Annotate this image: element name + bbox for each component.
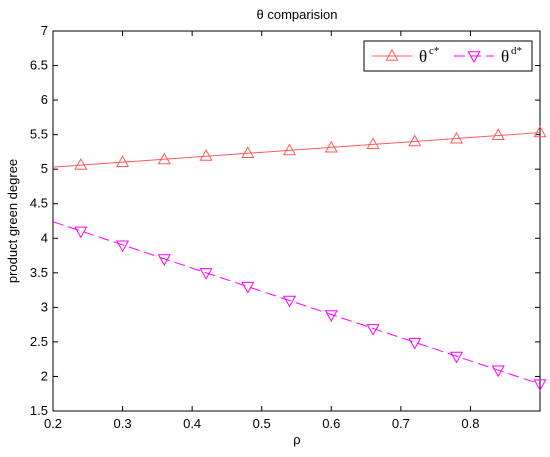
data-point <box>157 254 171 267</box>
data-point <box>324 140 338 153</box>
legend-entry: θ d* <box>454 45 522 66</box>
series-2 <box>52 221 547 392</box>
data-point <box>324 310 338 322</box>
y-tick-label: 3 <box>41 299 48 314</box>
x-tick-label: 0.5 <box>253 416 271 431</box>
data-point <box>74 158 88 170</box>
y-tick-label: 5 <box>41 161 48 176</box>
y-tick-label: 2.5 <box>30 334 48 349</box>
x-tick-label: 0.8 <box>461 416 479 431</box>
legend: θ c* θ d* <box>363 40 533 72</box>
data-point <box>282 143 297 156</box>
data-point <box>199 268 213 280</box>
y-tick-label: 2 <box>41 368 48 383</box>
y-tick-label: 4 <box>41 230 48 245</box>
y-axis-label: product green degree <box>5 159 20 283</box>
legend-label: θ <box>419 47 427 66</box>
legend-marker <box>385 48 399 61</box>
series-1 <box>52 125 547 170</box>
y-tick-label: 6 <box>41 92 48 107</box>
y-tick-label: 3.5 <box>30 265 48 280</box>
data-point <box>241 281 255 294</box>
legend-marker <box>467 51 481 64</box>
chart-title: θ comparision <box>257 7 338 22</box>
x-tick-label: 0.6 <box>322 416 340 431</box>
series-layer <box>52 125 547 392</box>
data-point <box>241 146 255 158</box>
plot-area <box>52 30 541 412</box>
data-point <box>74 226 88 239</box>
data-point <box>366 324 380 336</box>
legend-label-superscript: c* <box>429 45 439 57</box>
data-point <box>199 149 213 161</box>
data-point <box>449 351 464 364</box>
data-point <box>491 365 505 378</box>
x-tick-label: 0.2 <box>44 416 62 431</box>
data-point <box>533 379 547 392</box>
y-tick-label: 7 <box>41 23 48 38</box>
data-point <box>116 155 130 167</box>
x-axis-label: ρ <box>293 432 300 447</box>
y-tick-label: 5.5 <box>30 127 48 142</box>
legend-label: θ <box>501 47 509 66</box>
series-line <box>52 221 541 385</box>
y-tick-label: 4.5 <box>30 196 48 211</box>
legend-entry: θ c* <box>372 45 439 66</box>
data-point <box>157 152 171 165</box>
legend-label-superscript: d* <box>511 45 522 57</box>
axes: 0.2 0.3 0.4 0.5 0.6 0.7 0.8 1.5 2 2.5 3 3.5 4 4.5 5 5.5… <box>30 23 540 431</box>
data-point <box>449 131 464 144</box>
x-tick-label: 0.4 <box>183 416 201 431</box>
data-point <box>282 295 297 308</box>
x-tick-label: 0.7 <box>392 416 410 431</box>
y-tick-label: 1.5 <box>30 403 48 418</box>
series-line <box>52 132 541 168</box>
data-point <box>408 337 422 350</box>
y-tick-label: 6.5 <box>30 58 48 73</box>
data-point <box>408 134 422 147</box>
x-tick-label: 0.3 <box>114 416 132 431</box>
data-point <box>116 240 130 253</box>
data-point <box>533 125 547 138</box>
data-point <box>491 128 505 141</box>
data-point <box>366 137 380 150</box>
